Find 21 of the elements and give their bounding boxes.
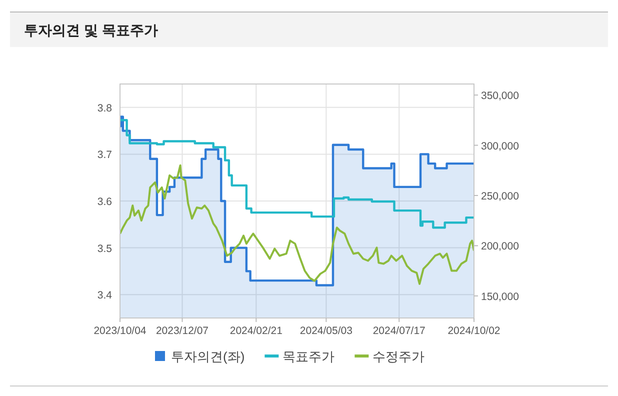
y-tick-label: 3.5 bbox=[97, 242, 112, 255]
x-tick-label: 2024/02/21 bbox=[230, 325, 283, 337]
legend-label: 수정주가 bbox=[372, 349, 425, 364]
y2-tick-label: 150,000 bbox=[481, 290, 520, 303]
x-tick-label: 2024/07/17 bbox=[372, 325, 426, 337]
x-tick-label: 2024/05/03 bbox=[300, 325, 353, 337]
legend-label: 목표주가 bbox=[282, 349, 335, 364]
y-tick-label: 3.6 bbox=[97, 196, 112, 208]
y2-tick-label: 250,000 bbox=[481, 190, 520, 202]
y-tick-label: 3.8 bbox=[97, 102, 112, 114]
x-tick-label: 2023/10/04 bbox=[94, 325, 146, 337]
y-tick-label: 3.7 bbox=[97, 149, 112, 162]
y2-tick-label: 300,000 bbox=[481, 140, 520, 152]
line-series bbox=[120, 164, 474, 285]
legend-label: 투자의견(좌) bbox=[171, 349, 245, 364]
y2-tick-label: 350,000 bbox=[481, 90, 520, 102]
y-tick-label: 3.4 bbox=[97, 290, 112, 302]
y2-tick-label: 200,000 bbox=[481, 240, 520, 253]
x-tick-label: 2024/10/02 bbox=[448, 325, 500, 337]
chart-title: 투자의견 및 목표주가 bbox=[24, 22, 158, 38]
x-tick-label: 2023/12/07 bbox=[156, 325, 209, 337]
